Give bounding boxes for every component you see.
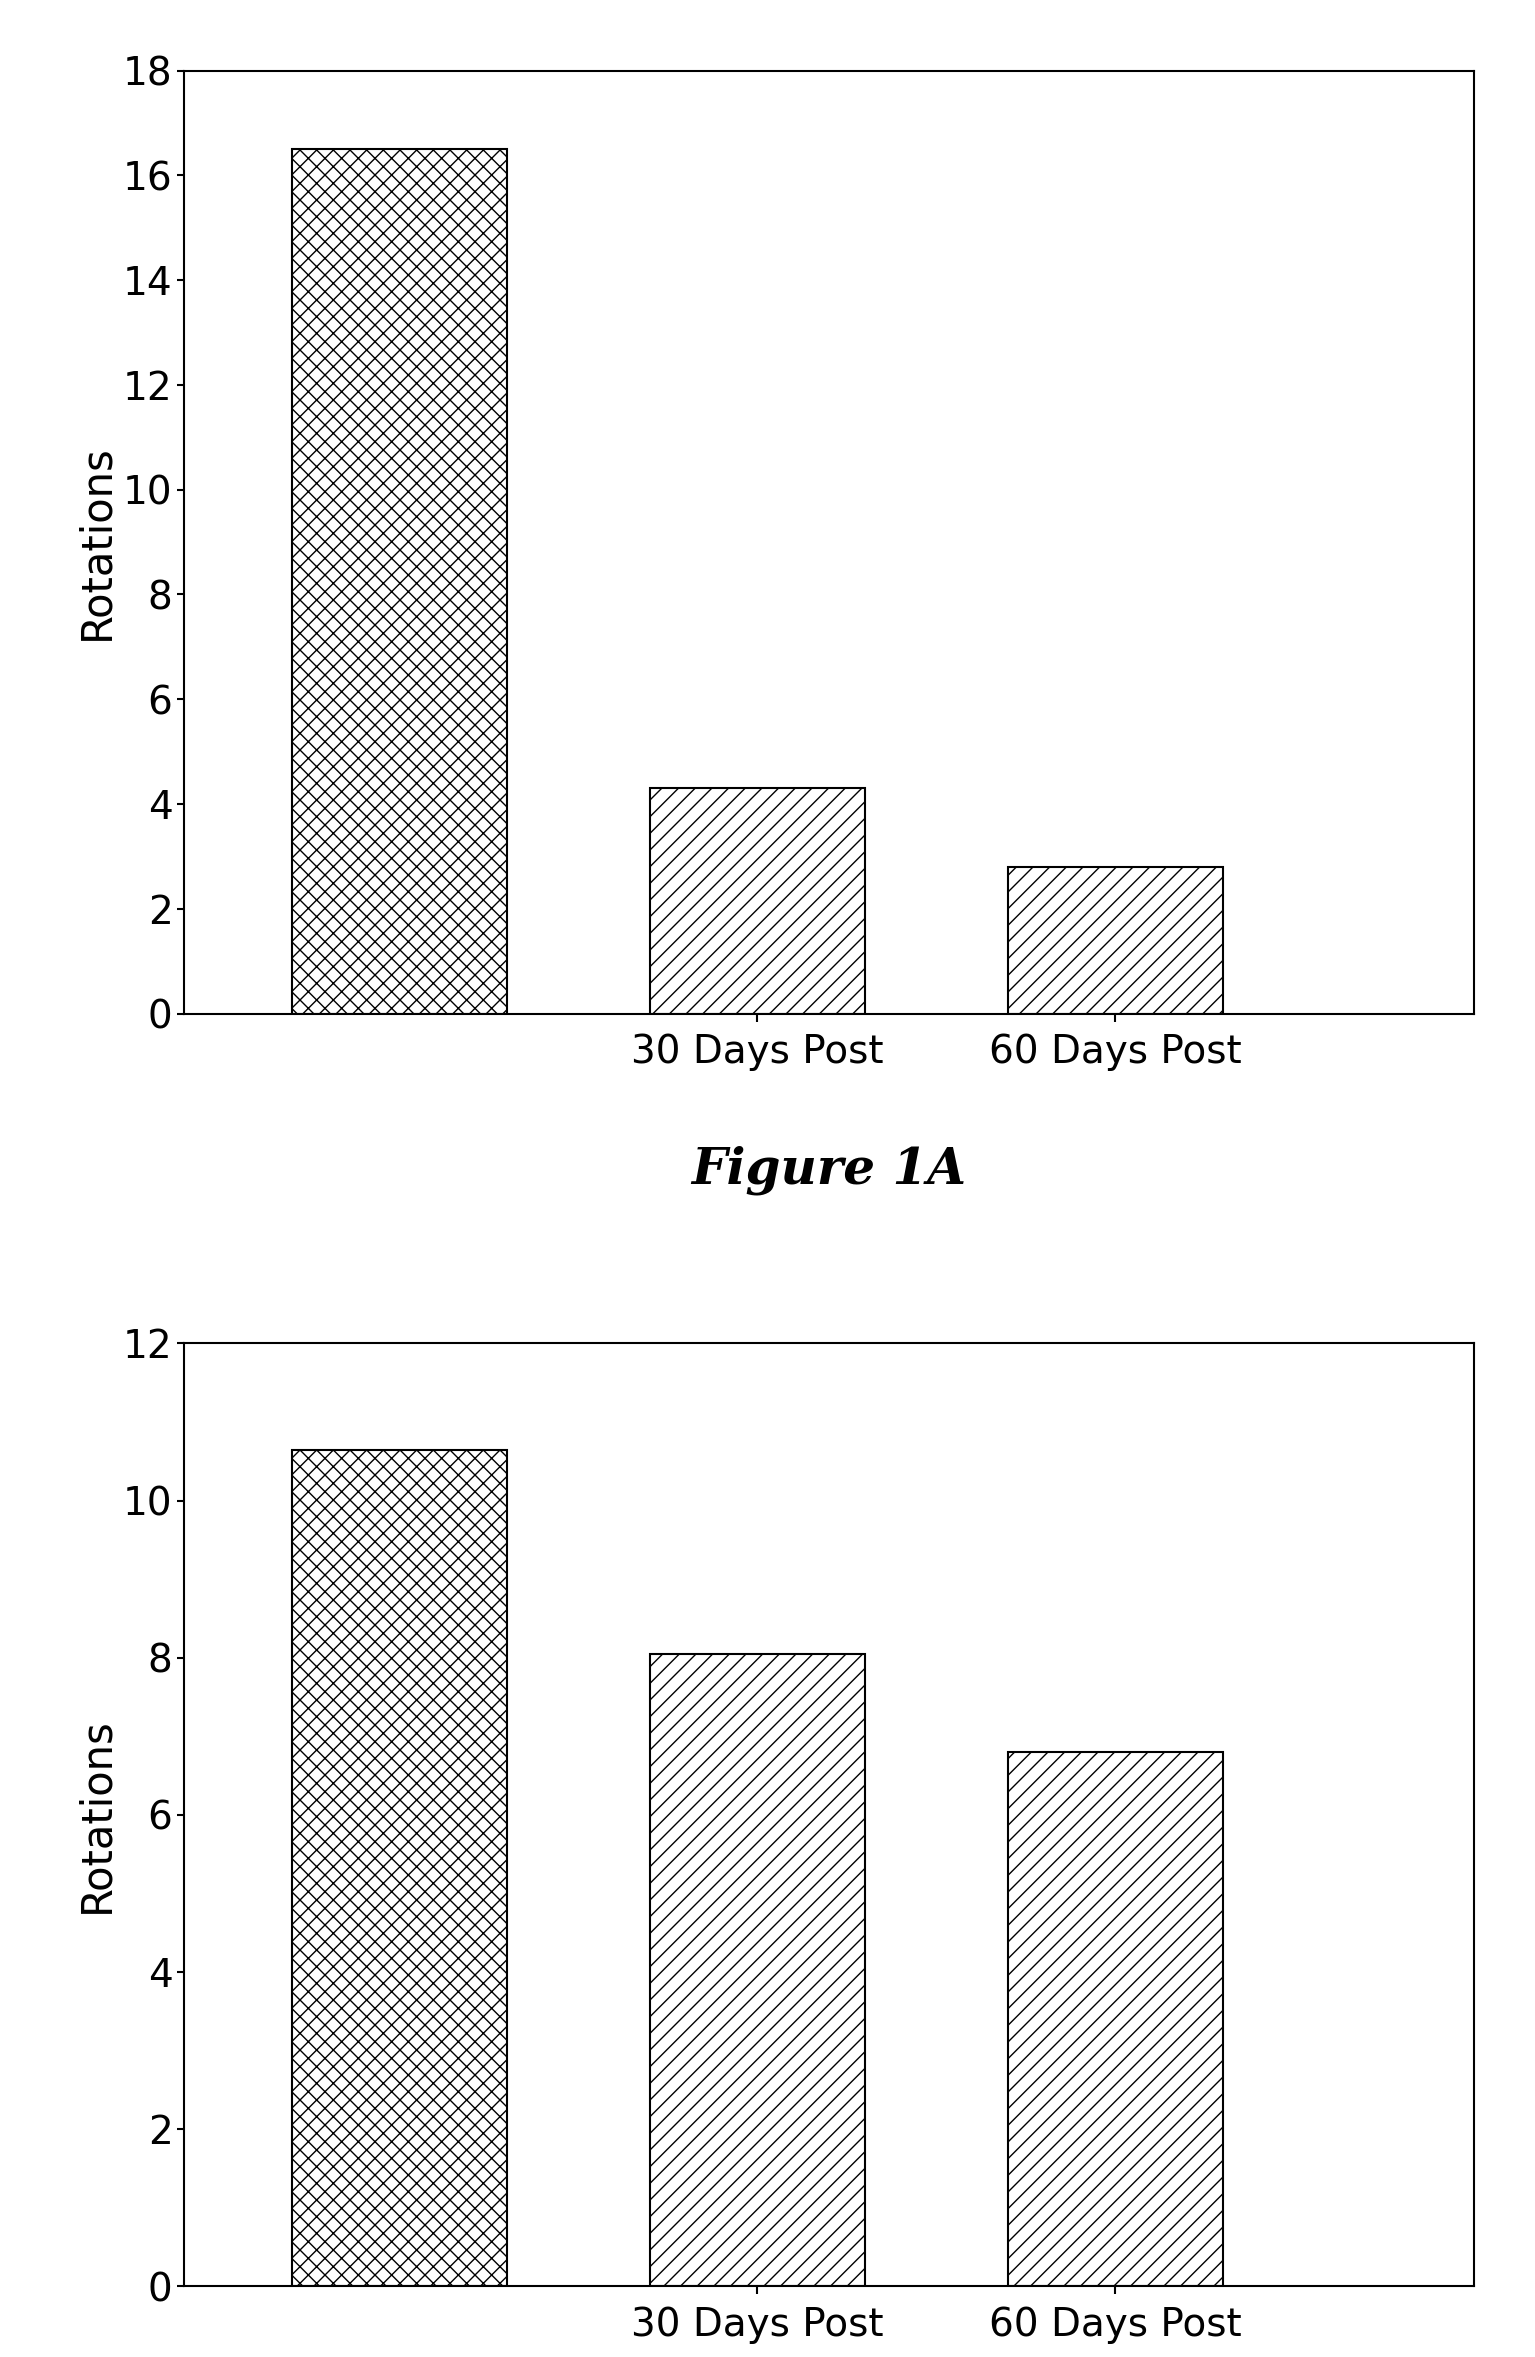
Bar <box>649 787 864 1014</box>
Bar <box>292 1450 507 2286</box>
Bar <box>1008 867 1223 1014</box>
Text: Figure 1A: Figure 1A <box>691 1146 967 1195</box>
Y-axis label: Rotations: Rotations <box>75 443 117 641</box>
Bar <box>292 148 507 1014</box>
Bar <box>649 1655 864 2286</box>
Bar <box>1008 1751 1223 2286</box>
Y-axis label: Rotations: Rotations <box>75 1716 117 1914</box>
